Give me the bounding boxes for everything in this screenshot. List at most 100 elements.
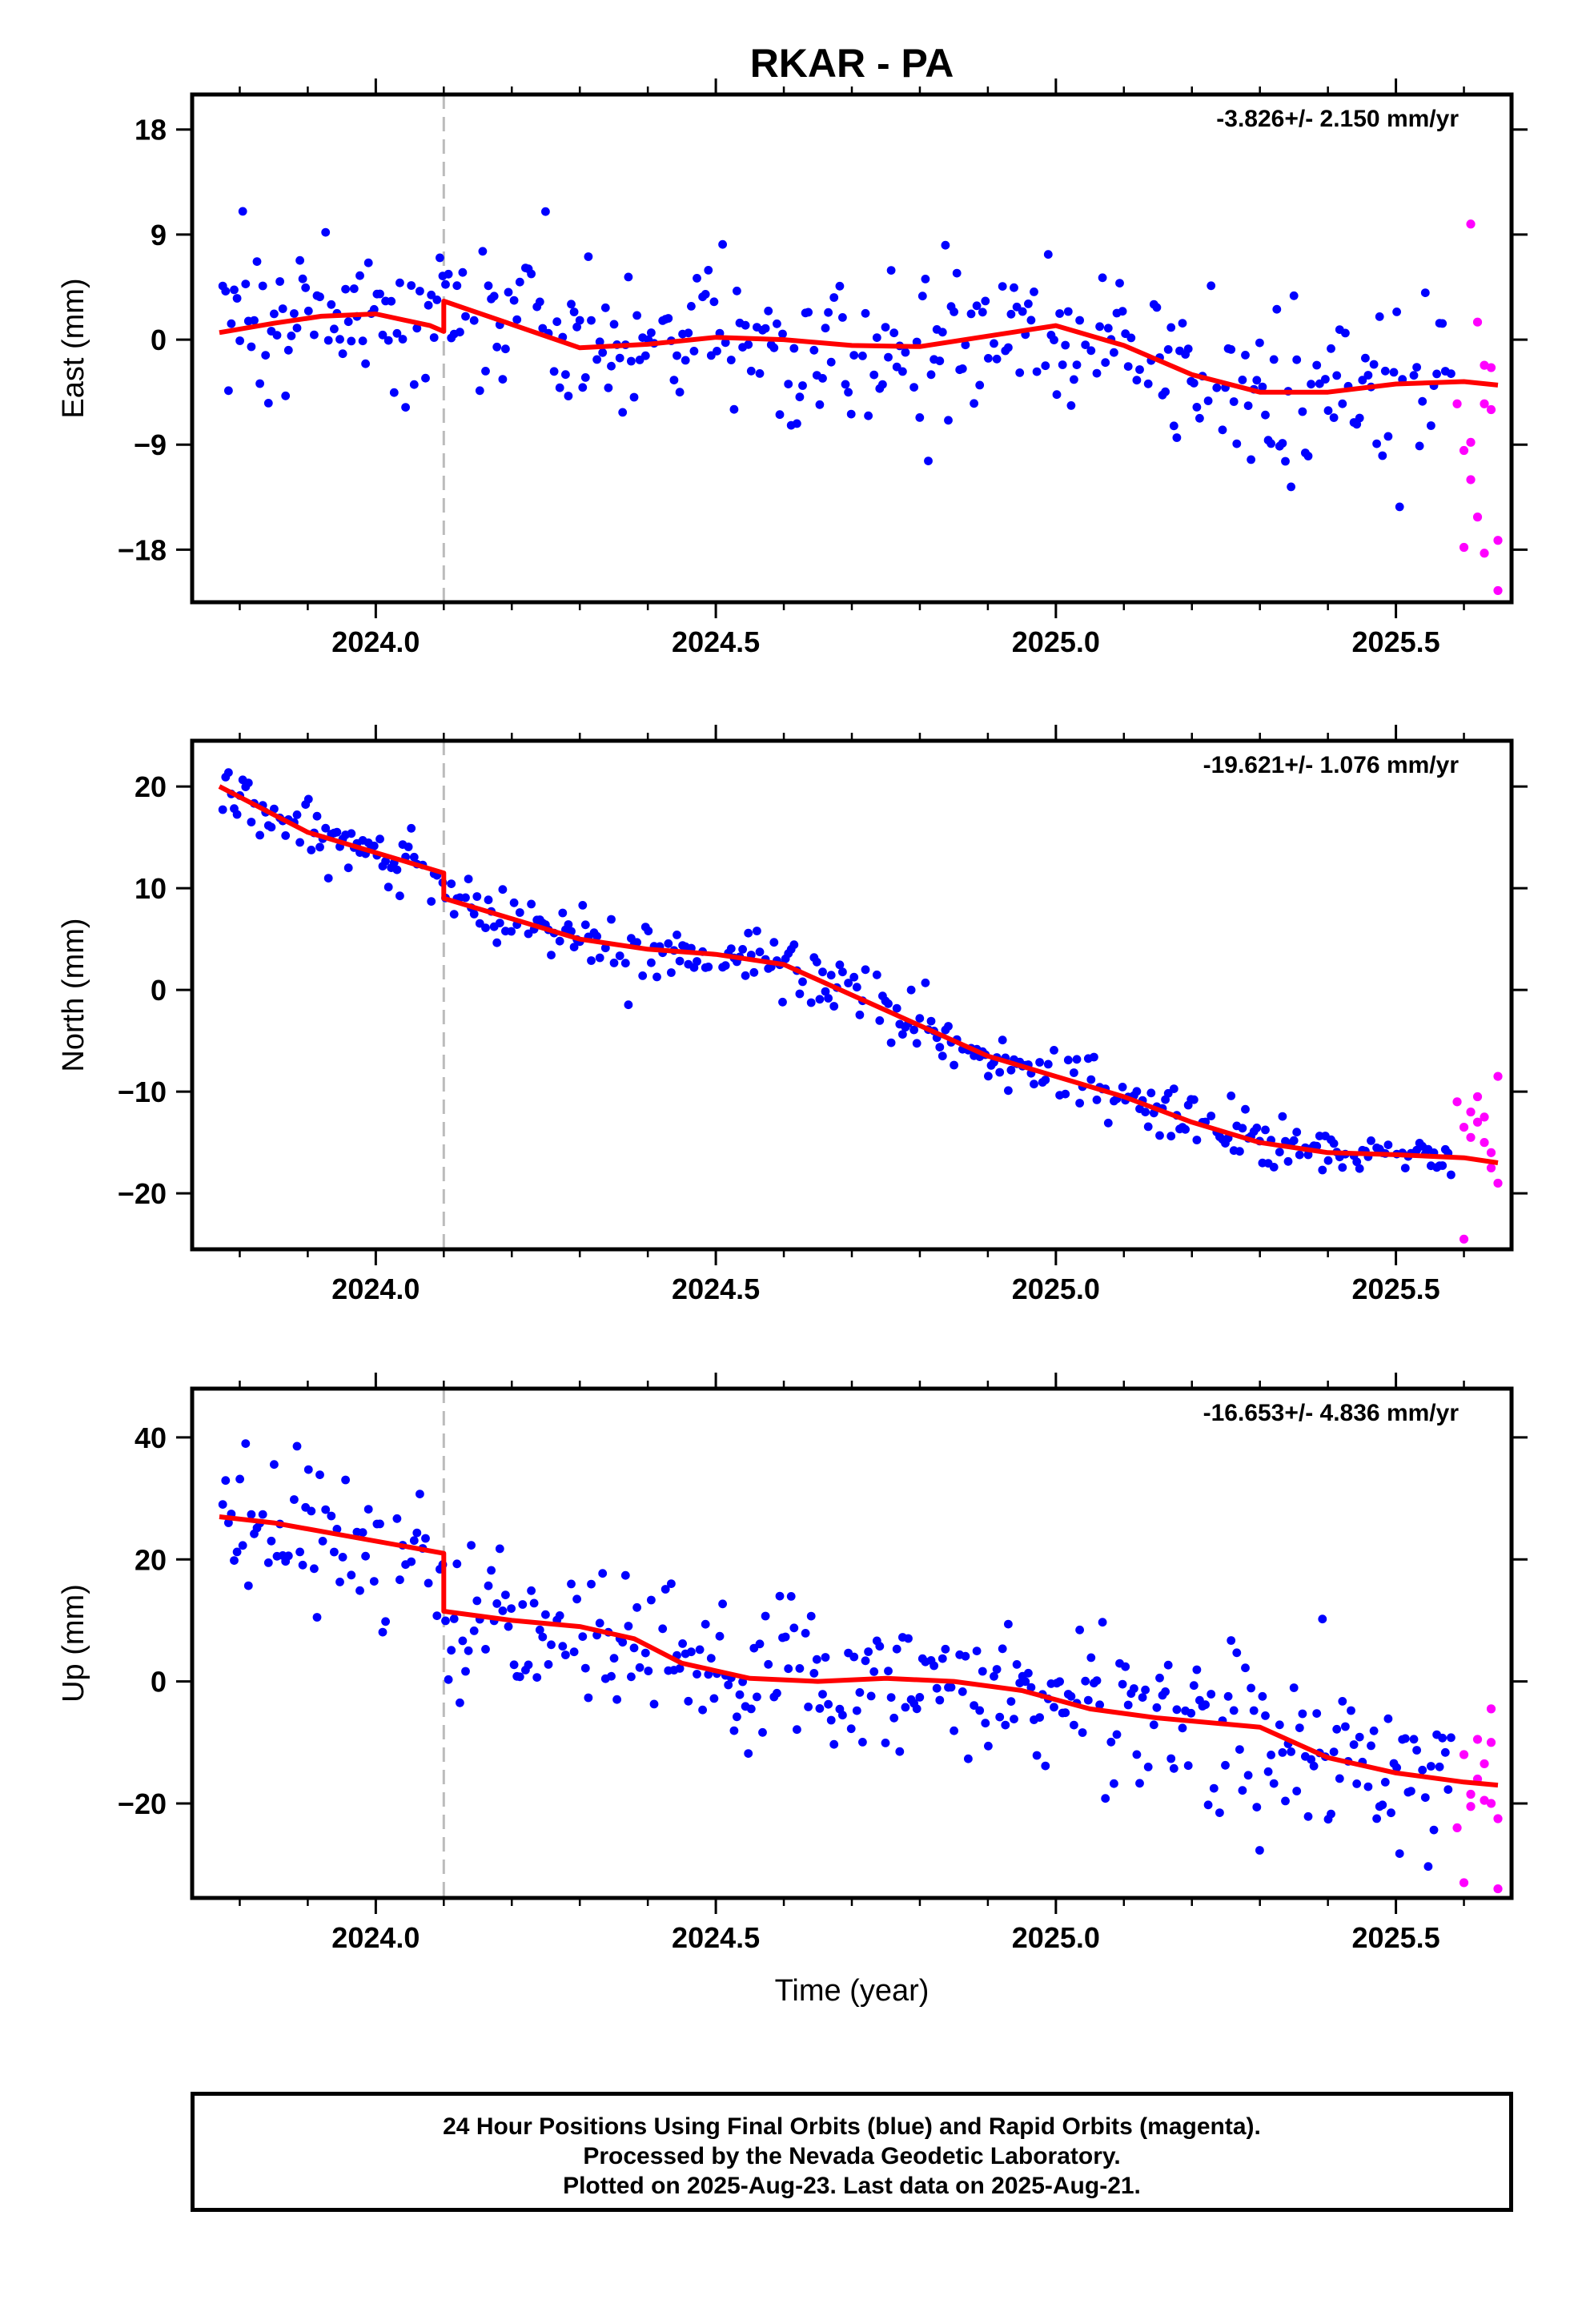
north-final-point <box>1006 1065 1016 1075</box>
north-rapid-point <box>1486 1148 1496 1157</box>
up-final-point <box>970 1701 978 1711</box>
east-final-point <box>290 309 299 318</box>
east-final-point <box>452 281 462 291</box>
east-final-point <box>684 328 693 338</box>
up-final-point <box>1132 1750 1142 1759</box>
east-final-point <box>1292 355 1302 364</box>
east-final-point <box>624 272 633 282</box>
up-final-point <box>507 1604 516 1613</box>
east-final-point <box>241 279 251 288</box>
east-final-point <box>998 282 1007 291</box>
up-final-point <box>1207 1690 1216 1699</box>
north-final-point <box>1352 1157 1362 1167</box>
east-final-point <box>1163 345 1173 354</box>
east-final-point <box>347 336 356 346</box>
north-final-point <box>347 829 356 838</box>
east-final-point <box>1081 340 1090 349</box>
up-final-point <box>1412 1746 1421 1755</box>
east-final-point <box>864 411 873 420</box>
up-final-point <box>1443 1785 1453 1795</box>
up-final-point <box>303 1465 313 1474</box>
up-final-point <box>618 1638 628 1647</box>
up-final-point <box>1252 1803 1262 1812</box>
east-final-point <box>401 403 410 412</box>
east-final-point <box>587 316 596 325</box>
up-final-point <box>1161 1687 1170 1696</box>
north-final-point <box>1252 1124 1262 1132</box>
east-final-point <box>1030 287 1038 296</box>
east-final-point <box>961 340 970 350</box>
up-final-point <box>558 1642 568 1651</box>
east-rapid-point <box>1486 404 1496 415</box>
east-final-point <box>1092 368 1102 378</box>
panels: 2024.0 2024.5 2025.0 2025.5 18 9 0 −9 −18 East (m… <box>57 78 1528 2008</box>
up-final-point <box>1006 1697 1016 1707</box>
up-final-point <box>881 1739 890 1747</box>
east-final-point <box>1287 482 1295 492</box>
up-final-point <box>1070 1720 1078 1730</box>
north-final-point <box>1235 1147 1244 1156</box>
north-final-point <box>481 923 490 932</box>
up-final-point <box>1227 1636 1236 1645</box>
up-final-point <box>1021 1677 1030 1687</box>
north-final-point <box>1289 1136 1299 1145</box>
east-final-point <box>844 388 853 397</box>
east-final-point <box>341 284 350 294</box>
east-final-point <box>310 330 319 340</box>
up-final-point <box>1372 1814 1381 1823</box>
east-final-point <box>1086 346 1096 356</box>
east-final-point <box>1075 316 1084 325</box>
east-final-point <box>966 309 976 319</box>
up-final-point <box>826 1715 836 1725</box>
up-final-point <box>409 1536 419 1546</box>
east-final-point <box>535 297 544 307</box>
up-final-point <box>580 1663 590 1673</box>
north-final-point <box>926 1016 936 1026</box>
up-final-point <box>541 1610 550 1619</box>
east-final-point <box>941 240 950 250</box>
up-final-point <box>1435 1762 1444 1771</box>
east-final-point <box>829 293 839 302</box>
up-final-point <box>875 1642 885 1651</box>
east-final-point <box>436 253 444 263</box>
up-rapid-point <box>1480 1795 1489 1805</box>
east-final-point <box>1392 308 1401 316</box>
east-y-tick-label: 0 <box>151 324 167 356</box>
east-final-point <box>303 306 313 316</box>
up-rapid-point <box>1480 1759 1489 1769</box>
up-final-point <box>1050 1703 1058 1712</box>
east-final-point <box>878 380 887 389</box>
east-final-point <box>1026 316 1036 325</box>
east-final-points <box>218 207 1456 512</box>
up-final-point <box>318 1537 327 1546</box>
up-final-point <box>661 1585 670 1594</box>
north-final-point <box>332 827 342 837</box>
north-final-point <box>667 968 676 977</box>
up-final-point <box>706 1654 716 1663</box>
east-final-point <box>1207 281 1216 291</box>
up-final-point <box>1209 1783 1219 1793</box>
east-final-point <box>815 400 825 409</box>
east-final-point <box>609 320 619 329</box>
up-final-point <box>1392 1763 1401 1772</box>
east-final-point <box>1152 303 1162 312</box>
north-y-tick-label: 20 <box>135 770 167 803</box>
east-final-point <box>835 281 845 291</box>
east-final-point <box>416 287 424 296</box>
up-final-point <box>733 1712 741 1722</box>
up-final-point <box>1110 1779 1118 1788</box>
north-final-point <box>281 831 291 840</box>
north-final-point <box>607 915 616 924</box>
east-rapid-point <box>1480 399 1489 408</box>
east-final-point <box>541 207 550 216</box>
up-final-point <box>1327 1809 1335 1819</box>
east-final-point <box>295 255 304 265</box>
north-final-point <box>1103 1118 1113 1128</box>
east-final-point <box>726 356 736 364</box>
east-final-point <box>889 328 899 338</box>
east-final-point <box>1355 413 1364 423</box>
east-final-point <box>230 285 239 295</box>
east-final-point <box>841 380 850 389</box>
north-final-point <box>755 947 765 957</box>
east-final-point <box>1024 300 1033 308</box>
